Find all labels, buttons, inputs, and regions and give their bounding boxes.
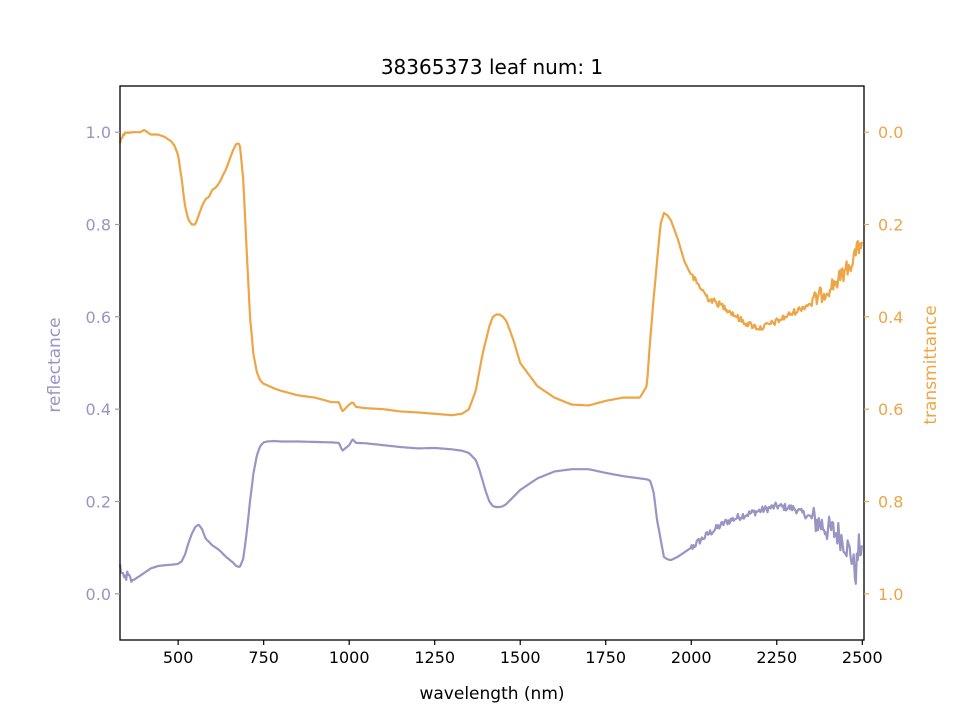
left-y-tick-label: 0.4 (86, 400, 111, 419)
left-y-tick-label: 0.2 (86, 493, 111, 512)
plot-frame (119, 85, 865, 641)
right-y-tick-label: 0.0 (878, 123, 903, 142)
x-tick-label: 1000 (329, 648, 370, 667)
plot-lines (118, 129, 863, 585)
left-y-tick-label: 0.6 (86, 308, 111, 327)
x-tick-label: 1750 (585, 648, 626, 667)
left-y-axis-label: reflectance (45, 317, 65, 412)
x-tick-label: 2000 (671, 648, 712, 667)
right-y-tick-label: 1.0 (878, 585, 903, 604)
x-axis-label: wavelength (nm) (419, 684, 564, 704)
reflectance-series-line (118, 438, 863, 585)
right-y-tick-label: 0.6 (878, 400, 903, 419)
right-y-axis-label: transmittance (921, 305, 941, 424)
right-y-tick-label: 0.2 (878, 216, 903, 235)
left-y-tick-label: 0.8 (86, 216, 111, 235)
x-tick-label: 500 (163, 648, 194, 667)
x-tick-label: 1250 (414, 648, 455, 667)
right-y-tick-label: 0.8 (878, 493, 903, 512)
x-axis: 500 750 1000 1250 1500 1750 2000 2250 2500 (163, 640, 883, 667)
left-y-axis: 0.0 0.2 0.4 0.6 0.8 1.0 (86, 123, 120, 604)
x-tick-label: 2500 (842, 648, 883, 667)
x-tick-label: 2250 (756, 648, 797, 667)
left-y-tick-label: 1.0 (86, 123, 111, 142)
x-tick-label: 750 (248, 648, 279, 667)
chart-title: 38365373 leaf num: 1 (381, 55, 603, 79)
transmittance-series-line (118, 129, 863, 417)
right-y-tick-label: 0.4 (878, 308, 903, 327)
right-y-axis: 0.0 0.2 0.4 0.6 0.8 1.0 (864, 123, 903, 604)
x-tick-label: 1500 (500, 648, 541, 667)
left-y-tick-label: 0.0 (86, 585, 111, 604)
